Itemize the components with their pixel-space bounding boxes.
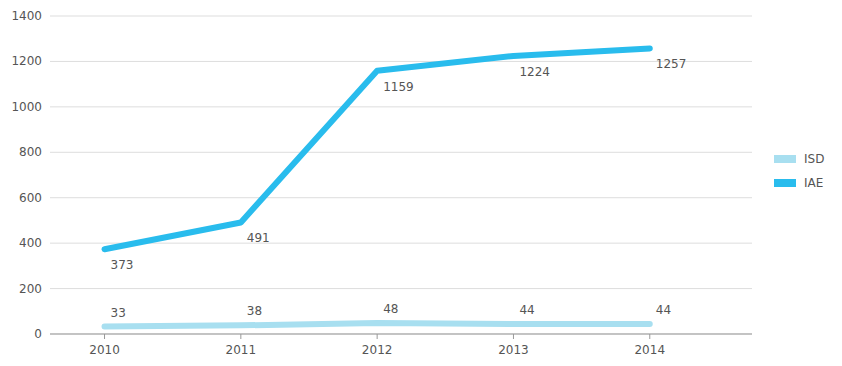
data-label: 1224 (519, 65, 550, 79)
data-label: 491 (247, 231, 270, 245)
x-tick (377, 334, 378, 339)
legend-label: ISD (804, 152, 824, 166)
y-tick-label: 1000 (11, 100, 42, 114)
x-axis-line (50, 334, 752, 335)
grid-line (50, 152, 752, 153)
legend-label: IAE (804, 176, 823, 190)
y-tick-label: 200 (19, 282, 42, 296)
series-line (105, 48, 650, 249)
data-label: 44 (519, 303, 534, 317)
x-tick-label: 2013 (498, 343, 529, 357)
grid-line (50, 243, 752, 244)
y-tick-label: 1200 (11, 54, 42, 68)
x-tick (104, 334, 105, 339)
y-tick-label: 800 (19, 145, 42, 159)
x-tick (649, 334, 650, 339)
series-lines (105, 48, 650, 326)
chart: 0 200 400 600 800 1000 1200 1400 2010 2011 2012 201… (0, 0, 842, 366)
x-tick-label: 2014 (634, 343, 665, 357)
x-tick (240, 334, 241, 339)
y-tick-label: 1400 (11, 9, 42, 23)
x-tick-label: 2010 (89, 343, 120, 357)
grid-line (50, 16, 752, 17)
y-tick-label: 0 (34, 327, 42, 341)
grid-line (50, 197, 752, 198)
data-label: 33 (111, 306, 126, 320)
data-label: 1257 (656, 57, 687, 71)
y-grid (50, 16, 752, 334)
grid-line (50, 334, 752, 335)
legend-swatch (774, 155, 796, 163)
grid-line (50, 288, 752, 289)
data-label: 373 (111, 258, 134, 272)
y-tick-label: 600 (19, 191, 42, 205)
chart-container: 0 200 400 600 800 1000 1200 1400 2010 2011 2012 201… (0, 0, 842, 366)
data-labels: 33 38 48 44 44 373 491 1159 1224 1257 (111, 57, 687, 319)
grid-line (50, 61, 752, 62)
data-label: 1159 (383, 80, 414, 94)
grid-line (50, 106, 752, 107)
data-label: 48 (383, 302, 398, 316)
legend: ISD IAE (774, 152, 824, 190)
legend-swatch (774, 179, 796, 187)
y-tick-label: 400 (19, 236, 42, 250)
data-label: 44 (656, 303, 671, 317)
data-label: 38 (247, 304, 262, 318)
x-tick (513, 334, 514, 339)
x-tick-label: 2012 (362, 343, 393, 357)
x-tick-label: 2011 (226, 343, 257, 357)
series-line (105, 323, 650, 326)
